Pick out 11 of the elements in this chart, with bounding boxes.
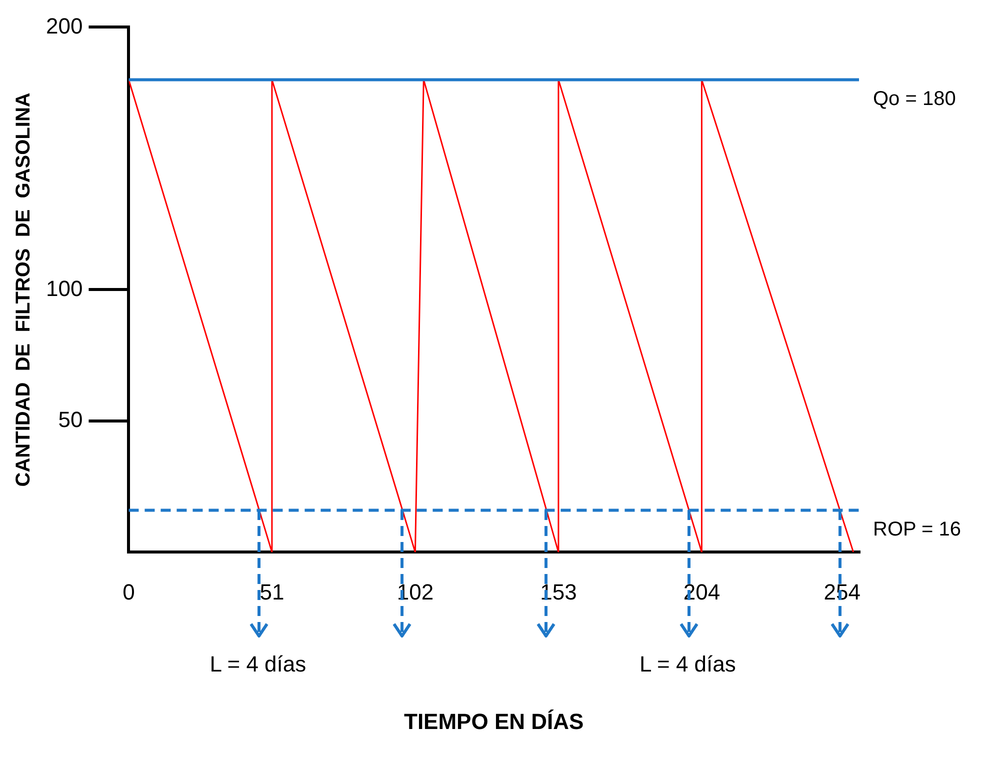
ref-line-label: ROP = 16: [873, 518, 962, 541]
annotation: L = 4 días: [210, 651, 306, 676]
x-tick-label: 0: [122, 579, 135, 604]
y-tick-label: 100: [46, 276, 83, 301]
annotation: L = 4 días: [639, 651, 736, 676]
y-axis-title: CANTIDAD DE FILTROS DE GASOLINA: [12, 92, 35, 487]
x-axis-title: TIEMPO EN DÍAS: [404, 708, 584, 734]
y-tick-label: 200: [46, 13, 83, 38]
x-tick-label: 51: [260, 579, 284, 604]
y-tick-label: 50: [58, 407, 83, 432]
ref-line-label: Qo = 180: [873, 88, 956, 110]
